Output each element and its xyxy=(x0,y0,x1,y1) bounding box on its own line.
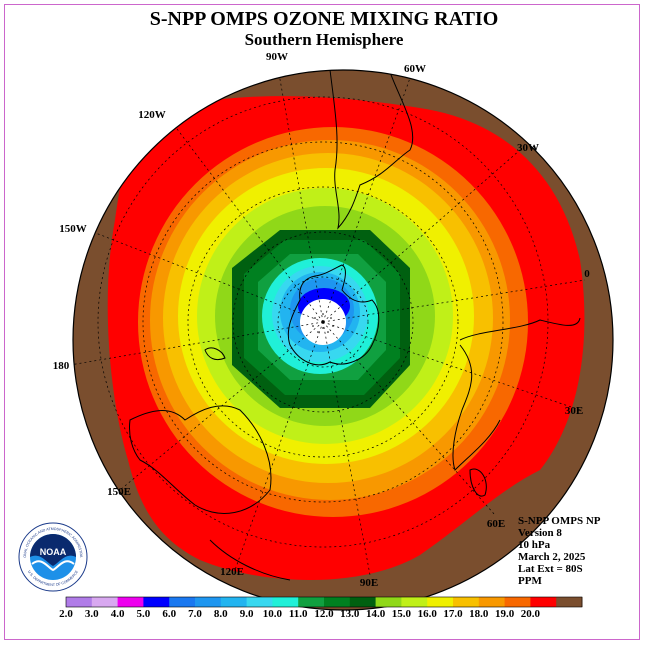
colorbar-tick-label: 14.0 xyxy=(365,608,386,620)
lon-label-180: 180 xyxy=(52,360,70,372)
colorbar-swatch xyxy=(117,597,144,607)
info-instrument: S-NPP OMPS NP xyxy=(518,515,601,527)
lon-label-30w: 30W xyxy=(517,142,539,154)
colorbar-outline xyxy=(65,596,583,608)
pole-dots xyxy=(312,313,334,333)
colorbar-swatch xyxy=(530,597,557,607)
graticule xyxy=(73,70,586,576)
colorbar-swatch xyxy=(195,597,222,607)
colorbar-tick-label: 3.0 xyxy=(84,608,99,620)
colorbar-swatch xyxy=(453,597,480,607)
colorbar-tick-label: 17.0 xyxy=(443,608,463,620)
colorbar-swatch xyxy=(504,597,531,607)
noaa-logo: NATIONAL OCEANIC AND ATMOSPHERIC ADMINIS… xyxy=(18,522,88,592)
info-units: PPM xyxy=(518,575,542,587)
colorbar-tick-label: 13.0 xyxy=(340,608,360,620)
colorbar-tick-label: 7.0 xyxy=(188,608,202,620)
colorbar-tick-label: 2.0 xyxy=(59,608,73,620)
colorbar-swatch xyxy=(143,597,170,607)
colorbar-swatch xyxy=(556,597,583,607)
info-lat-ext: Lat Ext = 80S xyxy=(518,563,583,575)
colorbar-tick-label: 11.0 xyxy=(288,608,308,620)
colorbar-tick-label: 8.0 xyxy=(213,608,228,620)
lon-label-60w: 60W xyxy=(404,63,426,75)
lon-label-120e: 120E xyxy=(220,566,244,578)
lon-label-90w: 90W xyxy=(266,51,288,63)
figure-frame xyxy=(4,4,640,640)
lon-label-30e: 30E xyxy=(564,405,584,417)
colorbar-tick-label: 19.0 xyxy=(494,608,515,620)
colorbar-tick-label: 5.0 xyxy=(136,608,151,620)
colorbar xyxy=(65,596,583,608)
colorbar-tick-label: 6.0 xyxy=(162,608,177,620)
lon-label-90e: 90E xyxy=(359,577,379,589)
info-level: 10 hPa xyxy=(518,539,551,551)
colorbar-tick-label: 18.0 xyxy=(469,608,489,620)
colorbar-swatch xyxy=(324,597,351,607)
lon-label-150w: 150W xyxy=(59,223,87,235)
lon-label-150e: 150E xyxy=(107,486,131,498)
colorbar-tick-label: 9.0 xyxy=(239,608,254,620)
colorbar-swatch xyxy=(169,597,196,607)
colorbar-swatch xyxy=(220,597,248,607)
colorbar-tick-label: 4.0 xyxy=(110,608,125,620)
ozone-field xyxy=(73,70,613,610)
lon-label-120w: 120W xyxy=(138,109,166,121)
map-title: S-NPP OMPS OZONE MIXING RATIO xyxy=(149,8,499,30)
colorbar-swatch xyxy=(427,597,454,607)
colorbar-swatch xyxy=(478,597,506,607)
colorbar-swatch xyxy=(91,597,119,607)
colorbar-swatch xyxy=(272,597,299,607)
lon-label-60e: 60E xyxy=(486,518,506,530)
logo-noaa-text: NOAA xyxy=(40,547,67,557)
map-boundary xyxy=(72,69,614,611)
info-date: March 2, 2025 xyxy=(518,551,586,563)
colorbar-tick-label: 10.0 xyxy=(262,608,283,620)
colorbar-swatch xyxy=(66,597,93,607)
colorbar-swatch xyxy=(401,597,428,607)
map-subtitle: Southern Hemisphere xyxy=(244,30,404,49)
colorbar-swatch xyxy=(298,597,325,607)
info-version: Version 8 xyxy=(518,527,562,539)
colorbar-swatch xyxy=(349,597,377,607)
colorbar-tick-label: 20.0 xyxy=(520,608,541,620)
colorbar-swatch xyxy=(375,597,402,607)
colorbar-tick-label: 15.0 xyxy=(391,608,412,620)
colorbar-tick-label: 16.0 xyxy=(417,608,437,620)
colorbar-swatch xyxy=(246,597,273,607)
colorbar-tick-label: 12.0 xyxy=(314,608,334,620)
lon-label-0: 0 xyxy=(584,268,590,280)
